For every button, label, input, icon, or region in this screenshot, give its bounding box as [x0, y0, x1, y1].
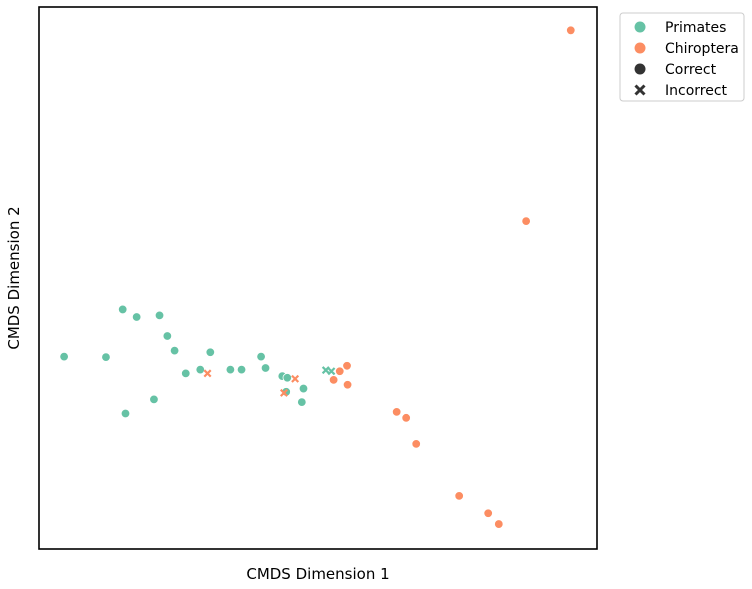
point-chiroptera-correct: [411, 439, 421, 449]
point-primates-correct: [169, 345, 180, 356]
legend-marker-incorrect: [634, 84, 646, 96]
point-primates-correct: [101, 352, 111, 362]
point-primates-incorrect: [327, 367, 336, 376]
point-chiroptera-correct: [454, 491, 464, 501]
point-chiroptera-correct: [342, 361, 352, 371]
point-primates-correct: [154, 310, 165, 321]
point-primates-correct: [256, 351, 266, 362]
point-primates-correct: [120, 408, 131, 419]
point-chiroptera-correct: [328, 375, 339, 385]
x-axis-label: CMDS Dimension 1: [246, 565, 389, 583]
plot-frame: [38, 6, 598, 550]
point-chiroptera-correct: [401, 413, 411, 423]
point-chiroptera-incorrect: [279, 388, 288, 397]
point-primates-incorrect: [321, 366, 330, 375]
point-primates-correct: [131, 312, 142, 322]
point-chiroptera-correct: [566, 25, 576, 36]
point-primates-correct: [205, 347, 216, 357]
plot-marks: [59, 25, 576, 529]
legend-label-incorrect: Incorrect: [665, 83, 728, 99]
y-axis-label: CMDS Dimension 2: [5, 206, 23, 349]
point-primates-correct: [162, 331, 173, 341]
point-chiroptera-incorrect: [291, 374, 300, 383]
point-chiroptera-correct: [483, 508, 493, 518]
legend-marker-correct: [634, 63, 646, 75]
point-chiroptera-correct: [335, 366, 345, 376]
point-chiroptera-correct: [342, 380, 353, 390]
point-chiroptera-incorrect: [203, 369, 212, 378]
point-primates-correct: [236, 364, 247, 375]
point-primates-correct: [149, 394, 159, 405]
legend-label-correct: Correct: [665, 62, 717, 78]
legend-label-chiroptera: Chiroptera: [665, 41, 739, 57]
point-primates-correct: [260, 363, 271, 373]
point-primates-correct: [298, 383, 309, 394]
point-primates-correct: [117, 304, 128, 315]
point-primates-correct: [297, 397, 307, 407]
legend-label-primates: Primates: [665, 20, 726, 36]
legend-box: [619, 12, 745, 102]
point-chiroptera-correct: [494, 519, 504, 529]
point-primates-correct: [225, 364, 236, 375]
legend-marker-chiroptera: [634, 42, 646, 54]
legend-marker-primates: [634, 21, 646, 33]
point-primates-correct: [195, 364, 205, 375]
point-primates-correct: [181, 368, 191, 379]
point-chiroptera-correct: [391, 407, 402, 417]
point-primates-correct: [282, 373, 293, 383]
point-chiroptera-correct: [521, 216, 531, 226]
legend: Primates Chiroptera Correct Incorrect: [619, 12, 745, 102]
point-primates-correct: [59, 351, 69, 362]
